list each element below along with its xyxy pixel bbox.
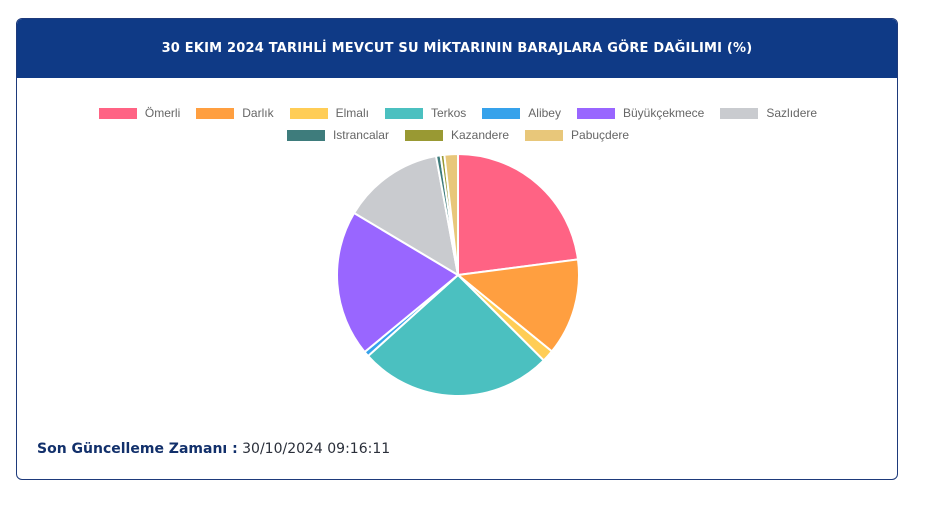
legend-swatch — [404, 129, 443, 141]
legend-swatch — [720, 107, 759, 119]
legend-label: Pabuçdere — [571, 128, 630, 142]
chart-legend: Ömerli Darlık Elmalı Terkos Alibey Büyükçekme… — [47, 105, 869, 143]
pie-chart — [336, 152, 580, 397]
legend-label: Sazlıdere — [766, 106, 818, 120]
legend-swatch — [525, 129, 564, 141]
legend-label: Alibey — [528, 106, 561, 120]
legend-swatch — [576, 107, 615, 119]
legend-label: Ömerli — [144, 106, 181, 120]
legend-label: Terkos — [430, 106, 467, 120]
pie-slice-terkos[interactable] — [366, 273, 546, 397]
legend-swatch — [98, 107, 137, 119]
chart-title: 30 EKIM 2024 TARIHLİ MEVCUT SU MİKTARINI… — [161, 41, 753, 56]
chart-card: 30 EKIM 2024 TARIHLİ MEVCUT SU MİKTARINI… — [16, 18, 898, 480]
pie-slice-pabuçdere[interactable] — [443, 152, 459, 276]
legend-swatch — [482, 107, 521, 119]
pie-slice-darlık[interactable] — [455, 258, 580, 353]
legend-item[interactable]: Elmalı — [289, 105, 369, 121]
legend-label: Darlık — [242, 106, 274, 120]
legend-item[interactable]: Alibey — [482, 105, 561, 121]
legend-label: Kazandere — [450, 128, 510, 142]
legend-item[interactable]: Büyükçekmece — [576, 105, 705, 121]
legend-swatch — [196, 107, 235, 119]
legend-item[interactable]: Darlık — [196, 105, 274, 121]
legend-label: Istrancalar — [332, 128, 389, 142]
last-update: Son Güncelleme Zamanı : 30/10/2024 09:16… — [37, 441, 390, 457]
legend-item[interactable]: Terkos — [384, 105, 467, 121]
last-update-value: 30/10/2024 09:16:11 — [237, 441, 391, 457]
legend-swatch — [289, 107, 328, 119]
legend-item[interactable]: Istrancalar — [286, 127, 389, 143]
pie-slice-ömerli[interactable] — [457, 152, 580, 277]
legend-swatch — [286, 129, 325, 141]
legend-item[interactable]: Pabuçdere — [525, 127, 629, 143]
legend-item[interactable]: Ömerli — [98, 105, 181, 121]
legend-label: Büyükçekmece — [622, 106, 705, 120]
last-update-label: Son Güncelleme Zamanı : — [37, 441, 238, 457]
legend-swatch — [384, 107, 423, 119]
card-header: 30 EKIM 2024 TARIHLİ MEVCUT SU MİKTARINI… — [17, 19, 897, 78]
pie-slice-büyükçekmece[interactable] — [336, 211, 460, 354]
legend-item[interactable]: Sazlıdere — [720, 105, 817, 121]
pie-slice-sazlıdere[interactable] — [352, 154, 460, 277]
legend-label: Elmalı — [335, 106, 369, 120]
legend-item[interactable]: Kazandere — [404, 127, 510, 143]
